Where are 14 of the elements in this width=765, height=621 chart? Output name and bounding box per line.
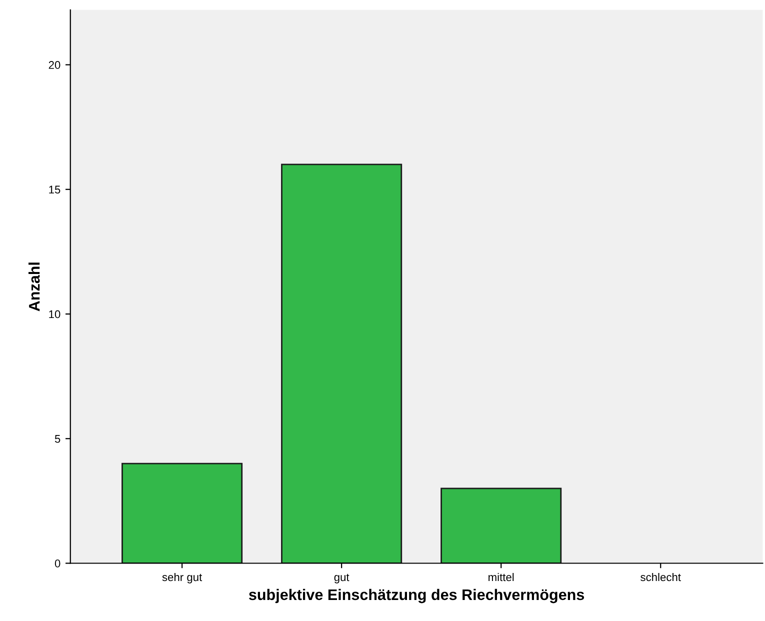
x-tick-label: mittel: [488, 572, 514, 582]
bar: [281, 164, 402, 564]
y-tick-label: 10: [49, 310, 60, 318]
y-tick-label: 0: [54, 560, 60, 568]
x-tick-label: gut: [334, 574, 350, 584]
x-axis-title: subjektive Einschätzung des Riechvermögens: [248, 588, 584, 604]
bar: [440, 488, 562, 564]
y-tick-label: 5: [54, 435, 60, 443]
y-tick-label: 20: [48, 61, 60, 69]
bar: [122, 462, 243, 564]
x-tick-label: schlecht: [640, 572, 681, 582]
y-tick-label: 15: [49, 186, 60, 194]
x-tick-label: sehr gut: [162, 572, 202, 584]
y-axis-title: Anzahl: [28, 262, 40, 312]
